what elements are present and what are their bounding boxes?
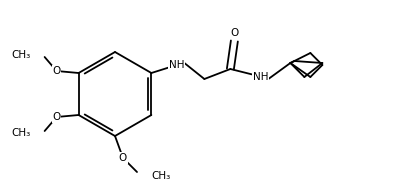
Text: O: O bbox=[230, 28, 238, 38]
Text: CH₃: CH₃ bbox=[151, 171, 170, 181]
Text: NH: NH bbox=[169, 60, 184, 70]
Text: CH₃: CH₃ bbox=[11, 50, 31, 60]
Text: O: O bbox=[52, 66, 61, 76]
Text: CH₃: CH₃ bbox=[11, 128, 31, 138]
Text: NH: NH bbox=[253, 72, 268, 82]
Text: O: O bbox=[52, 112, 61, 122]
Text: O: O bbox=[119, 153, 127, 163]
